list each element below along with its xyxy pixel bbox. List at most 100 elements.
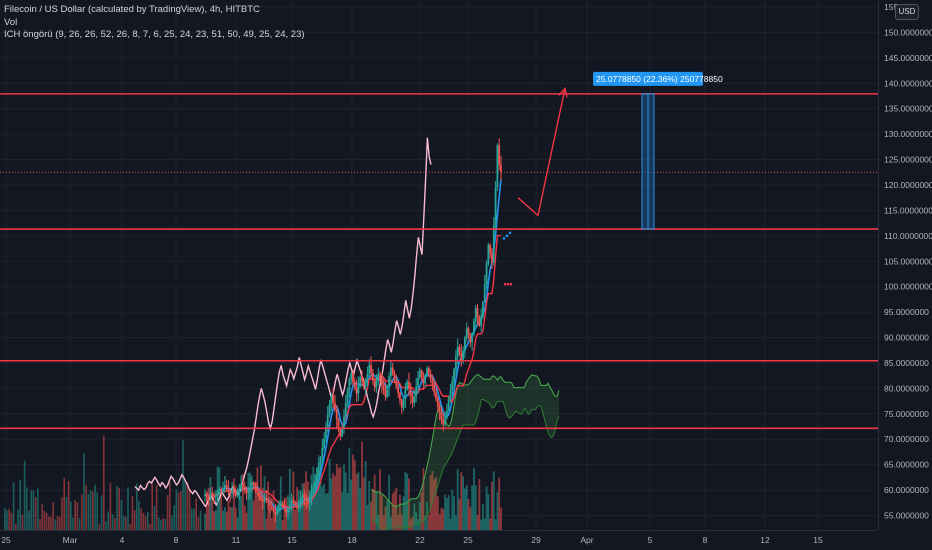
- volume-bar: [402, 496, 405, 530]
- volume-bar: [61, 497, 63, 530]
- candle-body: [496, 145, 499, 188]
- candle-body: [467, 328, 470, 335]
- volume-bar: [164, 518, 167, 530]
- volume-bar: [204, 513, 206, 530]
- volume-bar: [451, 489, 454, 530]
- candle-body: [498, 145, 501, 165]
- volume-bar: [319, 469, 322, 530]
- volume-bar: [59, 516, 61, 530]
- candle-body: [366, 374, 369, 381]
- volume-bar: [54, 519, 57, 530]
- candle-body: [218, 489, 221, 492]
- candle-body: [397, 386, 400, 393]
- volume-bar: [136, 483, 138, 530]
- forecast-dot: [509, 282, 513, 286]
- volume-bar: [415, 512, 418, 530]
- candle-body: [429, 373, 432, 380]
- volume-bar: [21, 514, 24, 530]
- volume-bar: [96, 492, 98, 530]
- candle-body: [254, 484, 257, 490]
- volume-bar: [107, 511, 109, 530]
- candle-body: [278, 506, 280, 511]
- y-tick-label: 85.0000000: [884, 358, 929, 368]
- candle-body: [204, 494, 206, 497]
- volume-bar: [144, 515, 147, 530]
- volume-bar: [100, 495, 103, 530]
- candle-body: [380, 379, 383, 385]
- volume-bar: [417, 519, 419, 530]
- candle-body: [435, 392, 437, 399]
- volume-bar: [355, 473, 358, 530]
- candle-body: [454, 356, 457, 370]
- candle-body: [245, 489, 248, 493]
- candle-body: [476, 308, 479, 318]
- candle-body: [422, 377, 425, 384]
- candle-body: [458, 347, 461, 353]
- volume-bar: [222, 510, 224, 530]
- volume-bar: [229, 506, 232, 530]
- candle-body: [267, 499, 270, 503]
- volume-bar: [205, 492, 208, 530]
- candle-body: [420, 370, 423, 378]
- candle-body: [223, 484, 226, 489]
- volume-bar: [70, 501, 72, 530]
- candle-body: [404, 389, 407, 400]
- volume-bar: [87, 494, 90, 530]
- forecast-dot: [506, 282, 510, 286]
- candle-body: [321, 447, 324, 458]
- price-axis-bg: [878, 0, 932, 550]
- volume-bar: [34, 497, 37, 530]
- volume-bar: [393, 491, 396, 530]
- currency-button[interactable]: USD: [895, 4, 919, 20]
- volume-bar: [449, 518, 452, 530]
- volume-bar: [131, 496, 134, 530]
- candle-body: [409, 388, 412, 397]
- candle-body: [222, 488, 224, 491]
- price-axis[interactable]: 55.0000000 60.0000000 65.0000000 70.0000000…: [878, 0, 932, 550]
- x-tick-label: 25: [1, 535, 11, 545]
- volume-bar: [48, 516, 50, 530]
- volume-bar: [83, 453, 85, 530]
- candle-body: [263, 498, 266, 502]
- candle-body: [260, 496, 262, 500]
- candle-body: [249, 486, 252, 491]
- volume-bar: [92, 491, 94, 530]
- candle-body: [211, 493, 214, 496]
- candle-body: [269, 502, 271, 506]
- candle-body: [234, 492, 237, 496]
- candle-body: [353, 382, 356, 388]
- drawings[interactable]: 25.0778850 (22.36%) 250778850: [502, 71, 723, 286]
- volume-bar: [162, 517, 164, 530]
- volume-bar: [197, 516, 200, 530]
- candle-body: [216, 491, 219, 496]
- volume-bar: [207, 487, 210, 530]
- volume-bar: [454, 515, 457, 530]
- candle-body: [438, 406, 441, 413]
- candle-body: [229, 491, 232, 494]
- volume-bar: [388, 475, 390, 530]
- y-tick-label: 65.0000000: [884, 460, 929, 470]
- candle-body: [339, 430, 342, 437]
- chart-legend: Filecoin / US Dollar (calculated by Trad…: [4, 4, 305, 42]
- volume-bar: [265, 518, 268, 530]
- volume-bar: [72, 517, 74, 530]
- volume-bar: [326, 493, 329, 530]
- candle-body: [238, 488, 241, 494]
- x-tick-label: 29: [531, 535, 541, 545]
- volume-bar: [125, 516, 127, 530]
- volume-bar: [236, 517, 239, 530]
- candle-body: [464, 338, 466, 351]
- x-tick-label: 18: [347, 535, 357, 545]
- base-line: [204, 234, 501, 510]
- candle-body: [388, 376, 390, 388]
- candle-body: [240, 483, 242, 489]
- candle-body: [406, 381, 409, 390]
- volume-bar: [186, 482, 189, 530]
- candle-body: [500, 164, 502, 173]
- x-tick-label: Apr: [580, 535, 593, 545]
- time-axis[interactable]: 25 Mar 4 8 11 15 18 22 25 29 Apr 5 8 12 15: [0, 530, 878, 546]
- volume-bar: [116, 485, 118, 530]
- volume-bar: [269, 507, 271, 530]
- x-tick-label: 4: [120, 535, 125, 545]
